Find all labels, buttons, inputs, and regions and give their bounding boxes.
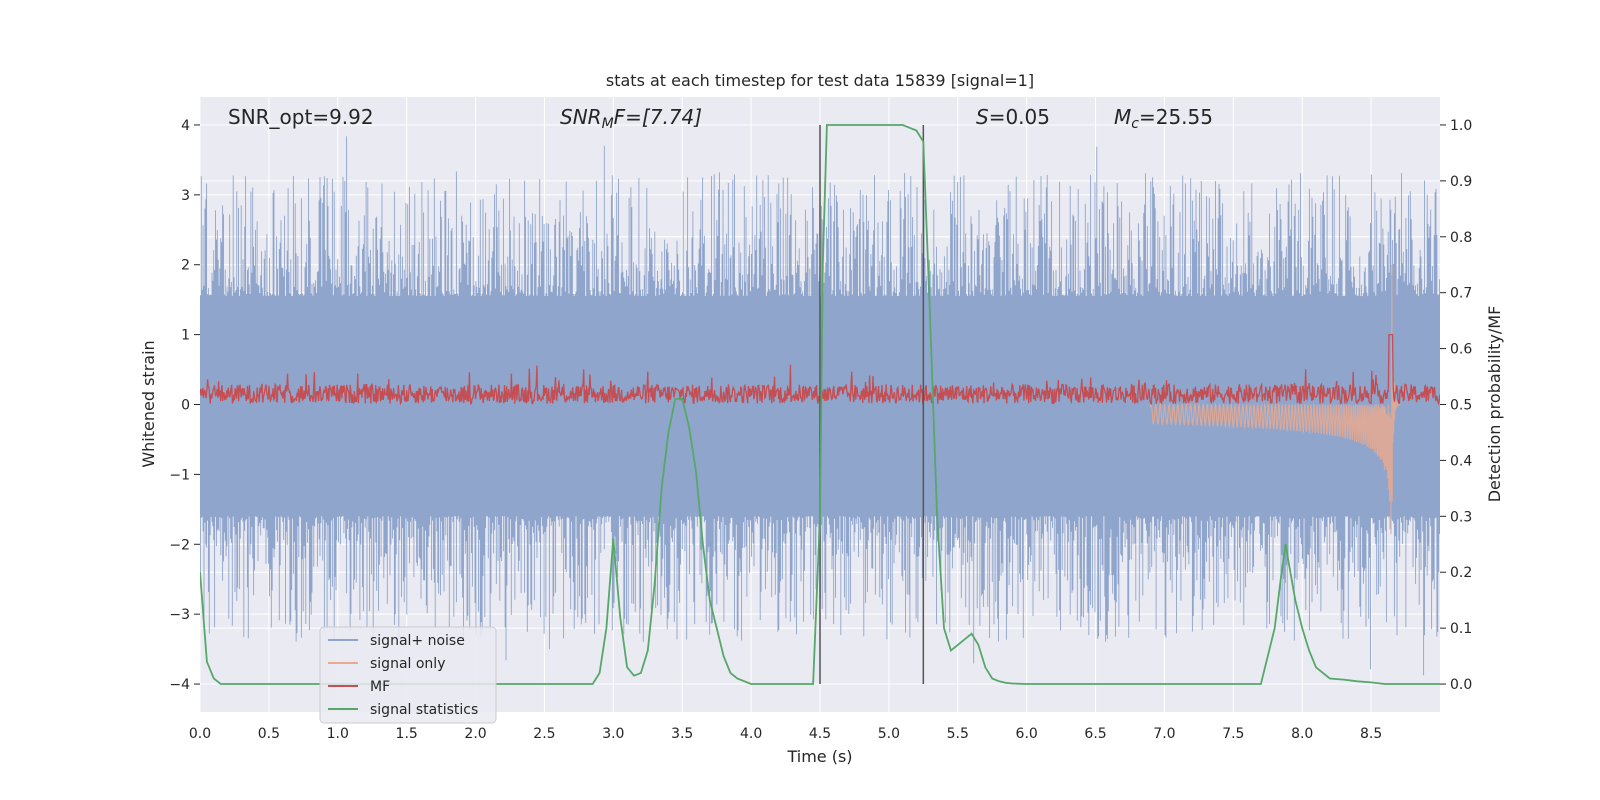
x-tick-label: 6.0 — [1016, 726, 1038, 742]
x-axis: 0.0 0.5 1.0 1.5 2.0 2.5 3.0 3.5 4.0 4.5 5.0 5.5 6.0 6… — [189, 726, 1382, 742]
y-left-tick-label: −2 — [169, 537, 190, 553]
legend-label-noise: signal+ noise — [370, 633, 465, 649]
y-right-tick-label: 0.7 — [1450, 286, 1472, 302]
x-tick-label: 4.5 — [809, 726, 831, 742]
y-left-tick-label: 2 — [181, 258, 190, 274]
y-right-tick-label: 1.0 — [1450, 118, 1472, 134]
x-tick-label: 0.5 — [258, 726, 280, 742]
snr-mf-annotation: SNRMF=[7.74] — [560, 105, 702, 132]
x-tick-label: 0.0 — [189, 726, 211, 742]
y-right-tick-label: 0.5 — [1450, 398, 1472, 414]
signal-only-line — [1150, 264, 1401, 535]
y-left-tick-label: −3 — [169, 607, 190, 623]
event-markers — [819, 124, 925, 685]
signal-statistics-series — [200, 124, 1440, 685]
legend-label-mf: MF — [370, 679, 390, 695]
x-axis-label: Time (s) — [786, 747, 852, 766]
signal-statistics-line — [200, 124, 1440, 685]
x-tick-label: 5.0 — [878, 726, 900, 742]
y-axis-left: −4 −3 −2 −1 0 1 2 3 4 — [169, 118, 200, 693]
mc-annotation: Mc=25.55 — [1114, 105, 1213, 132]
x-tick-label: 8.0 — [1291, 726, 1313, 742]
y-left-tick-label: −1 — [169, 467, 190, 483]
y-right-tick-label: 0.0 — [1450, 677, 1472, 693]
signal-only-series — [1150, 264, 1401, 535]
legend-box — [319, 626, 497, 724]
s-annotation: S=0.05 — [976, 105, 1050, 129]
legend: signal+ noise signal only MF signal stat… — [319, 626, 497, 724]
x-tick-label: 7.0 — [1153, 726, 1175, 742]
x-tick-label: 4.0 — [740, 726, 762, 742]
legend-label-stats: signal statistics — [370, 702, 478, 718]
y-right-tick-label: 0.6 — [1450, 342, 1472, 358]
x-tick-label: 7.5 — [1222, 726, 1244, 742]
x-tick-label: 3.5 — [671, 726, 693, 742]
y-left-tick-label: 1 — [181, 328, 190, 344]
y-left-tick-label: 3 — [181, 188, 190, 204]
x-tick-label: 1.0 — [327, 726, 349, 742]
y-right-tick-label: 0.1 — [1450, 621, 1472, 637]
y-axis-right-label: Detection probability/MF — [1485, 306, 1504, 503]
y-right-tick-label: 0.8 — [1450, 230, 1472, 246]
y-right-tick-label: 0.9 — [1450, 174, 1472, 190]
x-tick-label: 2.0 — [464, 726, 486, 742]
y-axis-left-label: Whitened strain — [139, 340, 158, 467]
y-left-tick-label: 4 — [181, 118, 190, 134]
y-left-tick-label: −4 — [169, 677, 190, 693]
x-tick-label: 6.5 — [1084, 726, 1106, 742]
legend-label-signal-only: signal only — [370, 656, 445, 672]
y-right-tick-label: 0.3 — [1450, 509, 1472, 525]
x-tick-label: 1.5 — [396, 726, 418, 742]
y-right-tick-label: 0.4 — [1450, 453, 1472, 469]
chart-title: stats at each timestep for test data 158… — [606, 71, 1034, 90]
x-tick-label: 8.5 — [1360, 726, 1382, 742]
snr-opt-annotation: SNR_opt=9.92 — [228, 105, 374, 129]
x-tick-label: 2.5 — [533, 726, 555, 742]
x-tick-label: 5.5 — [947, 726, 969, 742]
y-axis-right: 0.0 0.1 0.2 0.3 0.4 0.5 0.6 0.7 0.8 0.9 1.0 — [1440, 118, 1472, 693]
x-tick-label: 3.0 — [602, 726, 624, 742]
y-right-tick-label: 0.2 — [1450, 565, 1472, 581]
y-left-tick-label: 0 — [181, 398, 190, 414]
